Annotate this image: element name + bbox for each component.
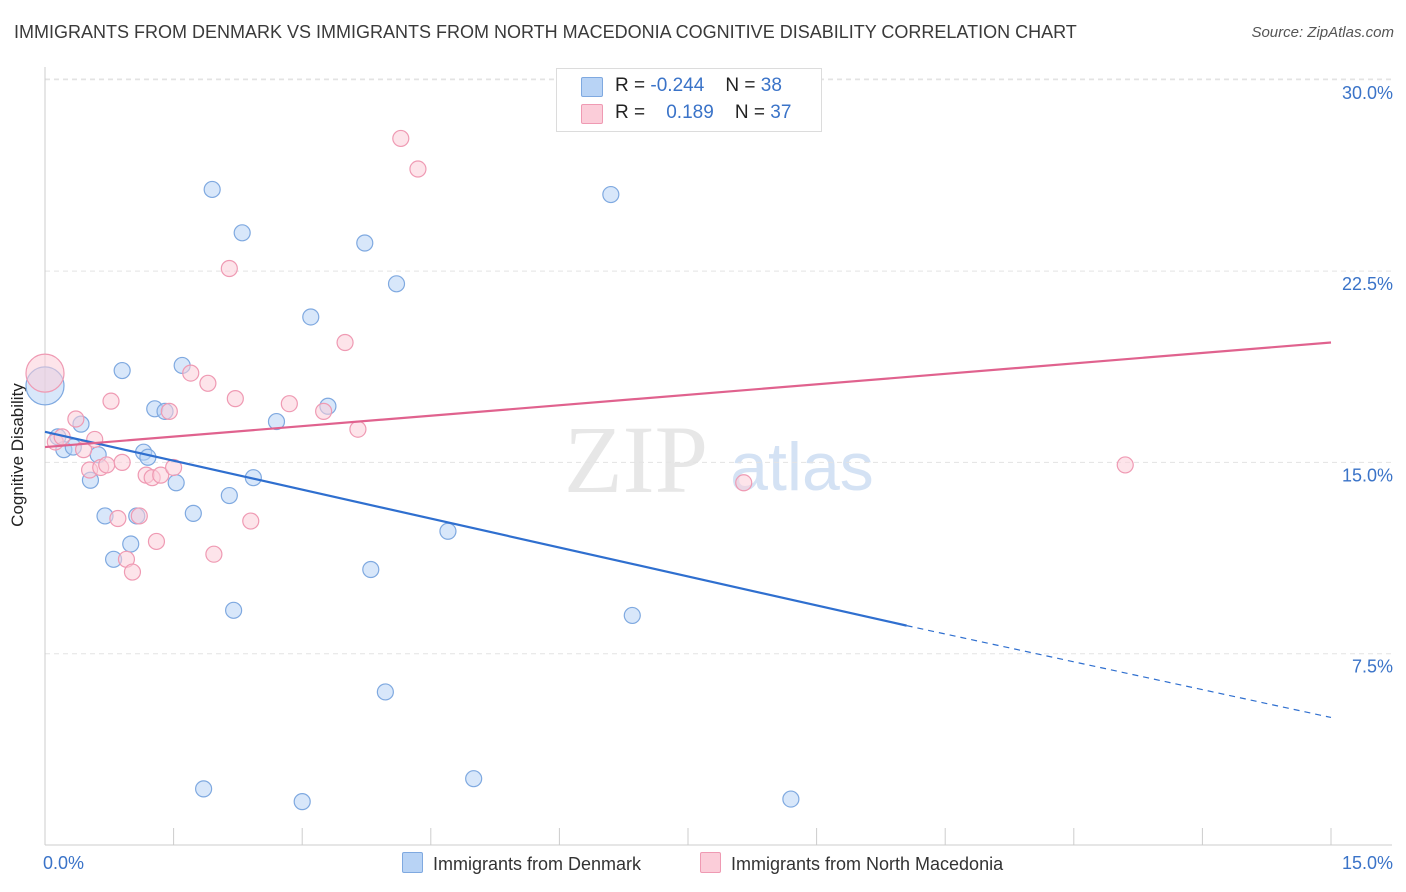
legend-swatch-macedonia bbox=[700, 852, 721, 873]
x-tick-label: 0.0% bbox=[43, 853, 84, 873]
n-label: N = bbox=[725, 75, 756, 96]
denmark-point bbox=[184, 504, 202, 522]
legend-item-denmark: Immigrants from Denmark bbox=[402, 852, 641, 875]
macedonia-point bbox=[735, 474, 753, 492]
denmark-point bbox=[623, 606, 641, 625]
denmark-point bbox=[782, 790, 800, 808]
y-tick-label: 15.0% bbox=[1342, 465, 1393, 485]
legend-swatch-macedonia bbox=[581, 104, 603, 124]
denmark-point bbox=[465, 770, 483, 788]
legend-swatch-denmark bbox=[402, 852, 423, 873]
macedonia-point bbox=[242, 512, 260, 530]
r-value-macedonia: 0.189 bbox=[666, 102, 714, 123]
r-label: R = bbox=[615, 75, 646, 96]
macedonia-point bbox=[102, 392, 120, 410]
watermark-zip: ZIP bbox=[564, 406, 708, 513]
legend-item-macedonia: Immigrants from North Macedonia bbox=[700, 852, 1003, 875]
denmark-point bbox=[376, 683, 394, 701]
macedonia-point bbox=[226, 390, 244, 408]
denmark-point bbox=[225, 601, 243, 619]
denmark-point bbox=[220, 486, 238, 505]
legend-label-denmark: Immigrants from Denmark bbox=[433, 854, 642, 874]
macedonia-point bbox=[152, 466, 170, 484]
macedonia-point bbox=[123, 563, 142, 581]
denmark-trend-extension bbox=[906, 625, 1332, 719]
denmark-point bbox=[302, 308, 320, 326]
y-tick-label: 22.5% bbox=[1342, 274, 1393, 294]
macedonia-point bbox=[280, 395, 298, 413]
legend-swatch-denmark bbox=[581, 77, 603, 97]
macedonia-point bbox=[349, 420, 367, 438]
denmark-point bbox=[122, 535, 140, 553]
n-label: N = bbox=[734, 102, 766, 123]
denmark-trend-line bbox=[44, 430, 907, 627]
macedonia-point bbox=[199, 374, 217, 392]
macedonia-trend-line bbox=[44, 341, 1332, 449]
denmark-point bbox=[167, 474, 185, 492]
macedonia-point bbox=[165, 458, 183, 477]
source-credit: Source: ZipAtlas.com bbox=[1251, 24, 1394, 41]
denmark-point bbox=[356, 234, 374, 252]
macedonia-point bbox=[74, 441, 93, 459]
macedonia-point bbox=[113, 453, 131, 471]
macedonia-point bbox=[315, 402, 333, 420]
y-tick-label: 30.0% bbox=[1342, 83, 1393, 103]
watermark-atlas: atlas bbox=[730, 429, 874, 505]
macedonia-point bbox=[205, 545, 223, 563]
chart-title: IMMIGRANTS FROM DENMARK VS IMMIGRANTS FR… bbox=[14, 22, 1077, 42]
correlation-legend: R = -0.244 N = 38 R = 0.189 N = 37 bbox=[556, 68, 822, 132]
denmark-point bbox=[387, 275, 406, 293]
denmark-point bbox=[293, 793, 311, 811]
denmark-point bbox=[267, 412, 286, 431]
denmark-point bbox=[362, 560, 380, 579]
denmark-point bbox=[113, 361, 131, 380]
macedonia-point bbox=[409, 160, 427, 178]
macedonia-point bbox=[130, 507, 148, 525]
macedonia-point bbox=[98, 456, 116, 474]
n-value-denmark: 38 bbox=[760, 75, 782, 96]
n-value-macedonia: 37 bbox=[770, 102, 792, 123]
r-label: R = bbox=[615, 102, 646, 123]
macedonia-point bbox=[147, 532, 166, 551]
y-tick-label: 7.5% bbox=[1352, 657, 1393, 677]
x-tick-label: 15.0% bbox=[1342, 853, 1393, 873]
denmark-point bbox=[195, 780, 213, 798]
macedonia-point bbox=[392, 129, 410, 148]
macedonia-point bbox=[182, 364, 200, 382]
macedonia-point bbox=[160, 402, 178, 420]
legend-label-macedonia: Immigrants from North Macedonia bbox=[731, 854, 1004, 874]
macedonia-point bbox=[336, 333, 354, 352]
macedonia-point bbox=[109, 509, 127, 528]
macedonia-point bbox=[25, 353, 65, 393]
denmark-point bbox=[602, 185, 620, 204]
macedonia-point bbox=[67, 410, 85, 428]
macedonia-point bbox=[220, 259, 238, 278]
denmark-point bbox=[203, 180, 221, 199]
denmark-point bbox=[439, 522, 457, 540]
r-value-denmark: -0.244 bbox=[650, 75, 705, 96]
macedonia-point bbox=[1116, 456, 1134, 474]
denmark-point bbox=[233, 224, 251, 242]
